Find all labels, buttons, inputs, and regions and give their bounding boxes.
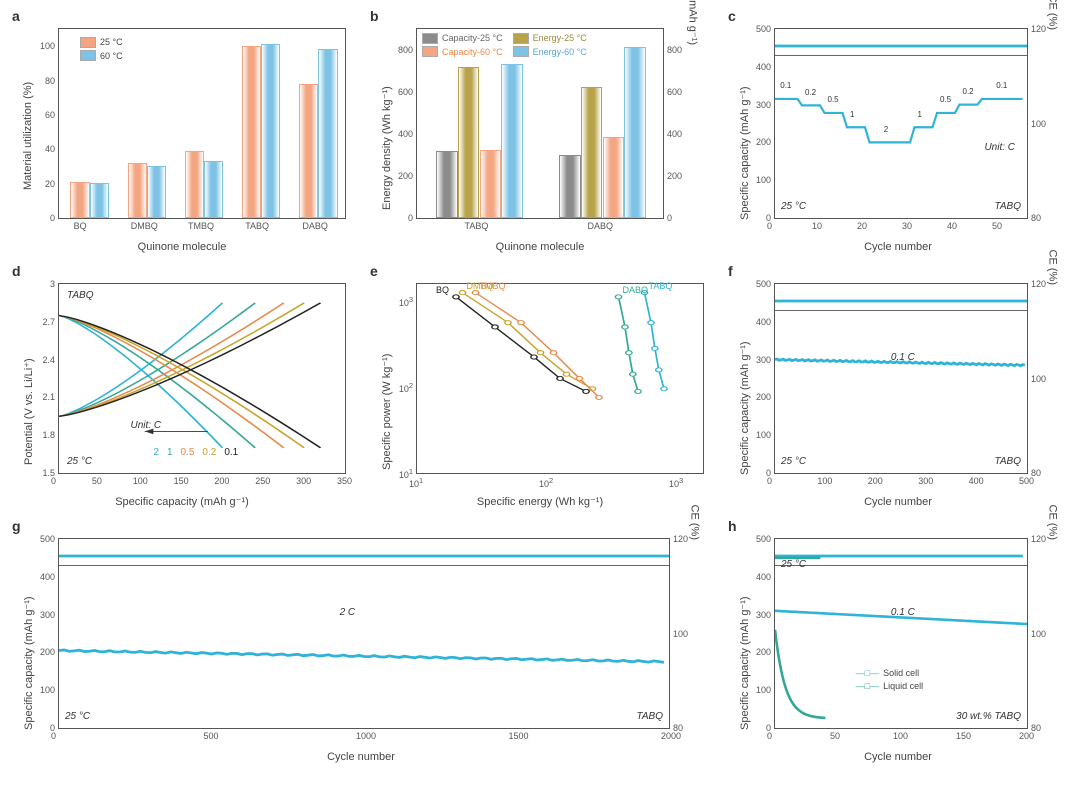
panel-e-svg (417, 284, 703, 473)
panel-g: g 01002003004005008010012005001000150020… (10, 520, 712, 765)
panel-f-xlabel: Cycle number (864, 496, 932, 508)
panel-a-legend: 25 °C60 °C (80, 36, 123, 63)
panel-d-label: d (12, 263, 21, 279)
panel-f-ylabel: Specific capacity (mAh g⁻¹) (738, 341, 751, 475)
panel-b-legend: Capacity-25 °CEnergy-25 °CCapacity-60 °C… (422, 32, 587, 59)
panel-a-xlabel: Quinone molecule (138, 241, 227, 253)
panel-h-y2label: CE (%) (1046, 505, 1058, 540)
panel-c-y2label: CE (%) (1046, 0, 1058, 30)
panel-e-xlabel: Specific energy (Wh kg⁻¹) (477, 495, 603, 508)
panel-f-label: f (728, 263, 733, 279)
panel-c-ylabel: Specific capacity (mAh g⁻¹) (738, 86, 751, 220)
panel-d-plot: 1.51.82.12.42.73050100150200250300350TAB… (58, 283, 346, 474)
panel-h-label: h (728, 518, 737, 534)
panel-b-ylabel: Energy density (Wh kg⁻¹) (380, 86, 393, 210)
panel-a: a BQDMBQTMBQTABQDABQ020406080100 Materia… (10, 10, 354, 255)
panel-f-svg (775, 284, 1027, 473)
figure-grid: a BQDMBQTMBQTABQDABQ020406080100 Materia… (10, 10, 1070, 765)
panel-c-plot: 010020030040050080100120010203040500.10.… (774, 28, 1028, 219)
panel-h: h 01002003004005008010012005010015020030… (726, 520, 1070, 765)
panel-f: f 01002003004005008010012001002003004005… (726, 265, 1070, 510)
panel-g-plot: 0100200300400500801001200500100015002000… (58, 538, 670, 729)
panel-e-ylabel: Specific power (W kg⁻¹) (380, 354, 393, 470)
panel-h-svg (775, 539, 1027, 728)
panel-e-plot: 101102103101102103BQDMBQTMBQDABQTABQ (416, 283, 704, 474)
panel-b-y2label: Specific capacity (mAh g⁻¹) (687, 0, 700, 45)
panel-c-label: c (728, 8, 736, 24)
panel-f-y2label: CE (%) (1046, 250, 1058, 285)
panel-c-xlabel: Cycle number (864, 241, 932, 253)
panel-d-ylabel: Potential (V vs. Li/Li⁺) (22, 358, 35, 465)
panel-e: e 101102103101102103BQDMBQTMBQDABQTABQ S… (368, 265, 712, 510)
panel-b-xlabel: Quinone molecule (496, 241, 585, 253)
panel-g-y2label: CE (%) (688, 505, 700, 540)
panel-b-label: b (370, 8, 379, 24)
panel-a-label: a (12, 8, 20, 24)
panel-g-ylabel: Specific capacity (mAh g⁻¹) (22, 596, 35, 730)
panel-g-label: g (12, 518, 21, 534)
panel-g-xlabel: Cycle number (327, 751, 395, 763)
panel-d-xlabel: Specific capacity (mAh g⁻¹) (115, 495, 249, 508)
panel-a-ylabel: Material utilization (%) (22, 82, 34, 190)
panel-c-svg (775, 29, 1027, 218)
panel-h-xlabel: Cycle number (864, 751, 932, 763)
panel-c: c 010020030040050080100120010203040500.1… (726, 10, 1070, 255)
panel-g-svg (59, 539, 669, 728)
panel-b: b TABQDABQ02004006008000200400600800 Ene… (368, 10, 712, 255)
panel-d-svg (59, 284, 345, 473)
panel-f-plot: 0100200300400500801001200100200300400500… (774, 283, 1028, 474)
panel-e-label: e (370, 263, 378, 279)
panel-h-plot: 01002003004005008010012005010015020030 w… (774, 538, 1028, 729)
panel-h-ylabel: Specific capacity (mAh g⁻¹) (738, 596, 751, 730)
panel-d: d 1.51.82.12.42.73050100150200250300350T… (10, 265, 354, 510)
